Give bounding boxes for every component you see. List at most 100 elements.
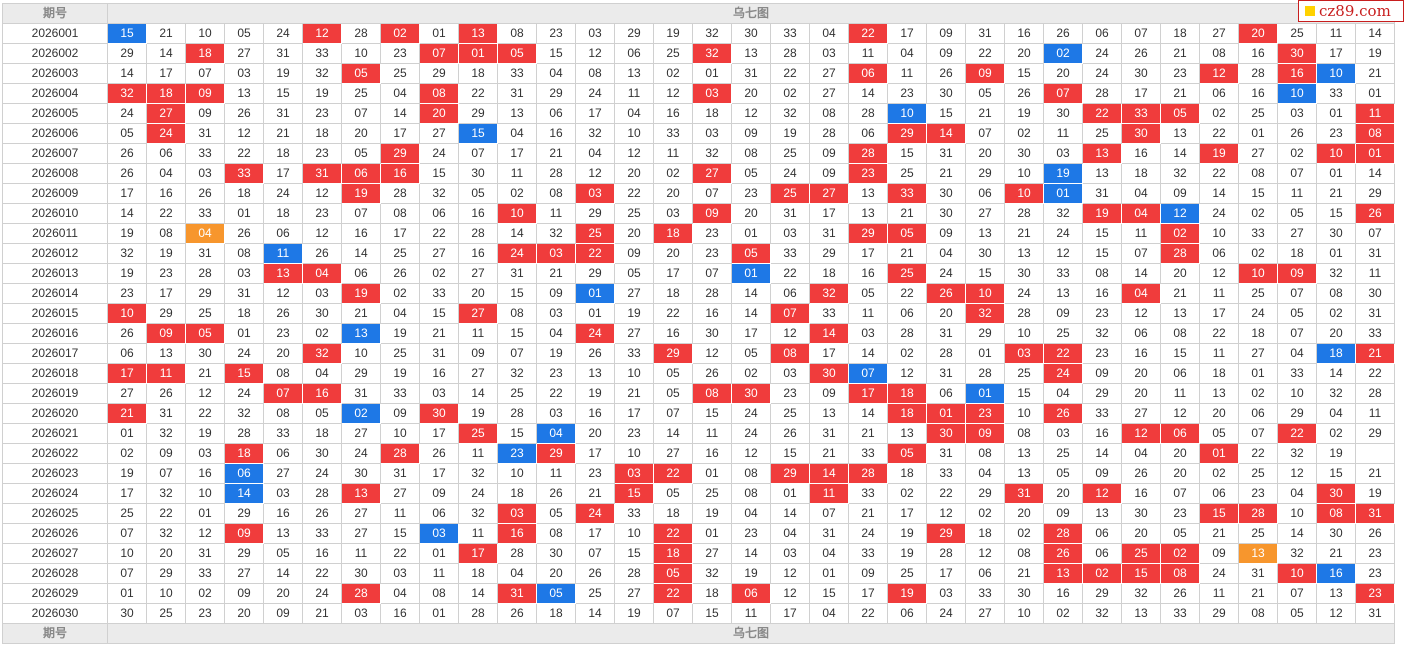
number-cell: 17: [419, 423, 459, 444]
number-cell: 06: [731, 583, 771, 604]
number-cell: 23: [731, 183, 771, 204]
number-cell: 18: [653, 543, 693, 564]
number-cell: 03: [185, 163, 225, 184]
number-cell: 18: [1121, 163, 1161, 184]
number-cell: 03: [419, 523, 459, 544]
number-cell: 23: [1355, 543, 1395, 564]
number-cell: 12: [1082, 483, 1122, 504]
number-cell: 32: [146, 483, 186, 504]
number-cell: 14: [770, 503, 810, 524]
number-cell: 21: [1160, 83, 1200, 104]
number-cell: 31: [926, 143, 966, 164]
number-cell: 32: [146, 523, 186, 544]
number-cell: 19: [887, 543, 927, 564]
number-cell: 12: [302, 223, 342, 244]
number-cell: 19: [536, 343, 576, 364]
number-cell: 06: [1160, 423, 1200, 444]
number-cell: 06: [1160, 363, 1200, 384]
number-cell: 06: [965, 183, 1005, 204]
number-cell: 32: [1277, 543, 1317, 564]
number-cell: 22: [1043, 343, 1083, 364]
number-cell: 24: [1043, 363, 1083, 384]
number-cell: 14: [731, 543, 771, 564]
number-cell: 26: [692, 363, 732, 384]
number-cell: 08: [1004, 423, 1044, 444]
table-row: 2026017 06 13 30 24 20 32 10 25 31 09 07 19 26 33 29 12 0…: [2, 343, 1395, 364]
number-cell: 17: [1199, 303, 1239, 324]
number-cell: 26: [575, 563, 615, 584]
number-cell: 01: [770, 483, 810, 504]
chart-title-footer: 乌七图: [107, 623, 1395, 644]
number-cell: 13: [1238, 543, 1278, 564]
number-cell: 12: [926, 503, 966, 524]
number-cell: 02: [380, 23, 420, 44]
number-cell: 02: [1238, 203, 1278, 224]
number-cell: 27: [224, 563, 264, 584]
number-cell: 22: [848, 23, 888, 44]
number-cell: 28: [965, 363, 1005, 384]
number-cell: 15: [965, 263, 1005, 284]
number-cell: 06: [887, 303, 927, 324]
number-cell: 32: [770, 103, 810, 124]
number-cell: 31: [224, 283, 264, 304]
number-cell: 18: [653, 223, 693, 244]
number-cell: 09: [185, 103, 225, 124]
number-cell: 19: [302, 83, 342, 104]
number-cell: 22: [653, 583, 693, 604]
site-logo[interactable]: cz89.com: [1298, 0, 1404, 22]
number-cell: 04: [380, 303, 420, 324]
number-cell: 21: [341, 303, 381, 324]
number-cell: 02: [1199, 103, 1239, 124]
period-cell: 2026021: [2, 423, 108, 444]
number-cell: 16: [458, 243, 498, 264]
number-cell: 14: [458, 583, 498, 604]
number-cell: 27: [224, 43, 264, 64]
number-cell: 32: [458, 463, 498, 484]
number-cell: 16: [1043, 583, 1083, 604]
number-cell: 30: [1121, 63, 1161, 84]
number-cell: 17: [848, 583, 888, 604]
number-cell: 04: [731, 503, 771, 524]
number-cell: 20: [1160, 263, 1200, 284]
number-cell: 18: [458, 563, 498, 584]
number-cell: 17: [497, 143, 537, 164]
number-cell: 10: [1277, 563, 1317, 584]
period-cell: 2026029: [2, 583, 108, 604]
number-cell: 16: [692, 303, 732, 324]
number-cell: 05: [653, 363, 693, 384]
number-cell: 07: [1355, 223, 1395, 244]
number-cell: 28: [458, 223, 498, 244]
number-cell: 01: [692, 463, 732, 484]
number-cell: 20: [1043, 63, 1083, 84]
number-cell: 20: [536, 563, 576, 584]
number-cell: 22: [458, 83, 498, 104]
number-cell: 27: [1277, 223, 1317, 244]
number-cell: 14: [575, 603, 615, 624]
number-cell: 14: [848, 403, 888, 424]
number-cell: 14: [731, 303, 771, 324]
number-cell: 07: [341, 103, 381, 124]
number-cell: 32: [1082, 603, 1122, 624]
number-cell: 06: [1121, 323, 1161, 344]
number-cell: 01: [926, 403, 966, 424]
number-cell: 07: [848, 363, 888, 384]
number-cell: 17: [731, 323, 771, 344]
number-cell: 08: [1355, 123, 1395, 144]
chart-table: 期号 乌七图 2026001 15 21 10 05 24 12 28 02 01 13 08 23 03…: [2, 3, 1395, 644]
number-cell: 03: [692, 83, 732, 104]
number-cell: 22: [887, 283, 927, 304]
number-cell: 24: [302, 463, 342, 484]
number-cell: 19: [146, 243, 186, 264]
number-cell: 12: [185, 383, 225, 404]
number-cell: 10: [146, 583, 186, 604]
number-cell: 23: [1316, 123, 1356, 144]
number-cell: 10: [1277, 83, 1317, 104]
number-cell: 33: [1355, 323, 1395, 344]
number-cell: 25: [380, 343, 420, 364]
number-cell: 04: [536, 323, 576, 344]
number-cell: 07: [653, 403, 693, 424]
table-row: 2026006 05 24 31 12 21 18 20 17 27 15 04 16 32 10 33 03 0…: [2, 123, 1395, 144]
number-cell: 01: [1238, 123, 1278, 144]
number-cell: 15: [497, 283, 537, 304]
number-cell: 25: [1043, 323, 1083, 344]
